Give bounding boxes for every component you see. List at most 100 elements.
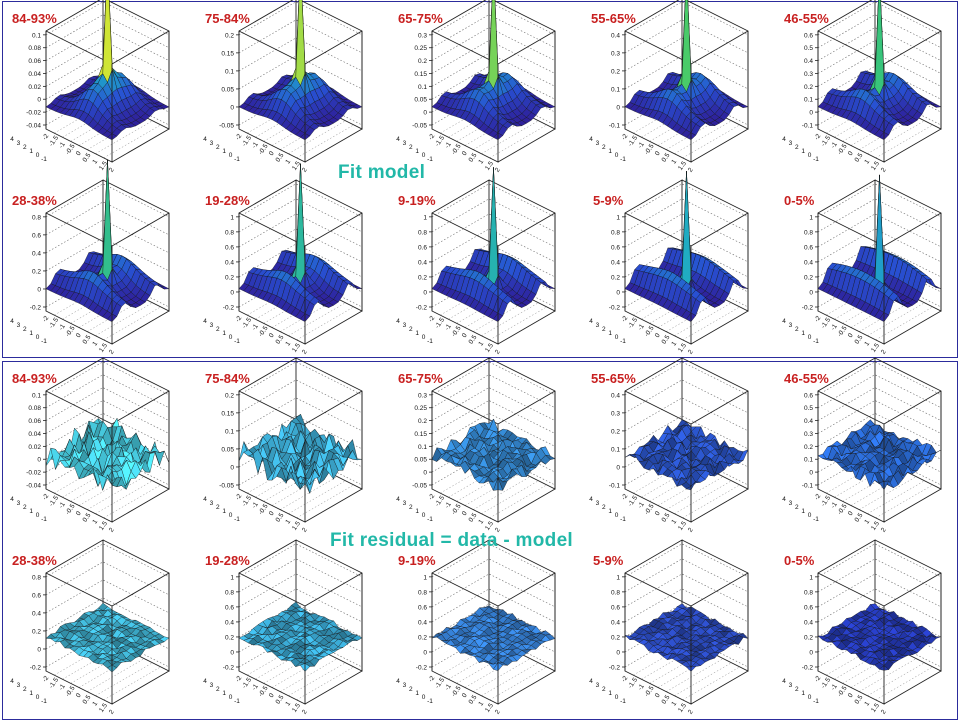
z-tick-label: 0.15 xyxy=(414,431,427,438)
z-tick-label: 0.4 xyxy=(611,619,620,626)
y-tick-label: 1 xyxy=(415,690,419,697)
z-tick-label: 0 xyxy=(809,110,813,117)
z-tick-label: 0.5 xyxy=(804,405,813,412)
x-tick-label: 2 xyxy=(880,166,888,173)
x-tick-label: 2 xyxy=(108,348,116,355)
z-tick-label: -0.2 xyxy=(609,665,621,672)
z-axis: 0.20.150.10.050-0.05 xyxy=(219,392,239,489)
x-tick-label: 2 xyxy=(880,526,888,533)
z-tick-label: 0.2 xyxy=(804,274,813,281)
x-tick-label: -2 xyxy=(234,674,243,683)
x-tick-label: 2 xyxy=(494,348,502,355)
y-tick-label: 0 xyxy=(422,152,426,159)
z-tick-label: 0.6 xyxy=(418,604,427,611)
x-axis: -2-1.5-1-0.500.511.52 xyxy=(620,674,695,715)
x-tick-label: -1 xyxy=(830,501,839,510)
z-tick-label: 0.6 xyxy=(225,604,234,611)
z-tick-label: 0.2 xyxy=(225,392,234,399)
z-axis: 0.60.50.40.30.20.10-0.1 xyxy=(802,392,818,489)
z-tick-label: 0.2 xyxy=(611,428,620,435)
z-tick-label: 0.6 xyxy=(32,592,41,599)
z-tick-label: 0.8 xyxy=(32,574,41,581)
z-tick-label: 0.2 xyxy=(225,634,234,641)
z-tick-label: 0.4 xyxy=(611,259,620,266)
x-tick-label: 0 xyxy=(75,332,83,339)
x-tick-label: -1 xyxy=(58,141,67,150)
x-axis: -2-1.5-1-0.500.511.52 xyxy=(41,132,116,173)
y-tick-label: 2 xyxy=(216,144,220,151)
z-axis: 10.80.60.40.20-0.2 xyxy=(223,574,239,671)
surface-mesh xyxy=(46,0,169,140)
y-tick-label: 2 xyxy=(216,326,220,333)
y-tick-label: -1 xyxy=(427,698,433,705)
x-tick-label: 1 xyxy=(863,700,871,707)
surface-plot: 0.80.60.40.20-0.2-2-1.5-1-0.500.511.5243… xyxy=(4,186,194,361)
x-axis: -2-1.5-1-0.500.511.52 xyxy=(620,132,695,173)
z-tick-label: 0 xyxy=(37,646,41,653)
z-tick-label: 0.04 xyxy=(28,71,41,78)
y-tick-label: 1 xyxy=(415,508,419,515)
z-tick-label: 0 xyxy=(37,286,41,293)
x-tick-label: -2 xyxy=(427,132,436,141)
z-tick-label: 0 xyxy=(423,649,427,656)
x-tick-label: 2 xyxy=(687,166,695,173)
x-tick-label: 2 xyxy=(108,166,116,173)
x-tick-label: -1 xyxy=(830,683,839,692)
y-tick-label: 3 xyxy=(789,500,793,507)
z-axis: 10.80.60.40.20-0.2 xyxy=(416,574,432,671)
x-tick-label: 0 xyxy=(847,510,855,517)
x-tick-label: 1 xyxy=(863,340,871,347)
x-tick-label: -2 xyxy=(813,314,822,323)
y-tick-label: 1 xyxy=(608,690,612,697)
z-tick-label: 0.4 xyxy=(804,58,813,65)
z-tick-label: 0.8 xyxy=(418,589,427,596)
y-tick-label: 0 xyxy=(808,694,812,701)
x-tick-label: -1 xyxy=(251,501,260,510)
y-tick-label: 4 xyxy=(782,496,786,503)
z-tick-label: 0.2 xyxy=(418,418,427,425)
z-axis: 10.80.60.40.20-0.2 xyxy=(609,214,625,311)
x-tick-label: 1 xyxy=(670,158,678,165)
z-axis: 0.60.50.40.30.20.10-0.1 xyxy=(802,32,818,129)
y-tick-label: 0 xyxy=(229,152,233,159)
z-axis: 0.80.60.40.20-0.2 xyxy=(30,214,46,311)
z-tick-label: 0.6 xyxy=(611,244,620,251)
fit-residual-caption: Fit residual = data - model xyxy=(330,530,573,552)
centrality-label: 75-84% xyxy=(205,371,250,386)
centrality-label: 65-75% xyxy=(398,11,443,26)
y-tick-label: 2 xyxy=(409,686,413,693)
y-tick-label: 1 xyxy=(29,690,33,697)
x-tick-label: -1 xyxy=(251,141,260,150)
x-tick-label: 2 xyxy=(880,708,888,715)
z-tick-label: 0.6 xyxy=(804,32,813,39)
surface-plot: 0.60.50.40.30.20.10-0.1-2-1.5-1-0.500.51… xyxy=(776,364,960,539)
y-tick-label: 4 xyxy=(203,136,207,143)
x-tick-label: 1 xyxy=(284,518,292,525)
y-tick-label: 2 xyxy=(409,326,413,333)
y-tick-label: 2 xyxy=(409,504,413,511)
x-tick-label: -2 xyxy=(427,674,436,683)
x-tick-label: 2 xyxy=(301,526,309,533)
x-tick-label: 1 xyxy=(91,340,99,347)
y-tick-label: 2 xyxy=(23,326,27,333)
z-tick-label: 0.08 xyxy=(28,405,41,412)
x-tick-label: -1 xyxy=(251,683,260,692)
y-tick-label: 2 xyxy=(23,144,27,151)
z-tick-label: 0.3 xyxy=(611,50,620,57)
y-tick-label: -1 xyxy=(620,516,626,523)
y-tick-label: -1 xyxy=(41,698,47,705)
y-tick-label: 0 xyxy=(808,152,812,159)
z-tick-label: -0.2 xyxy=(30,665,42,672)
surface-plot: 10.80.60.40.20-0.2-2-1.5-1-0.500.511.524… xyxy=(776,546,960,721)
y-tick-label: 4 xyxy=(396,678,400,685)
z-axis: 10.80.60.40.20-0.2 xyxy=(223,214,239,311)
